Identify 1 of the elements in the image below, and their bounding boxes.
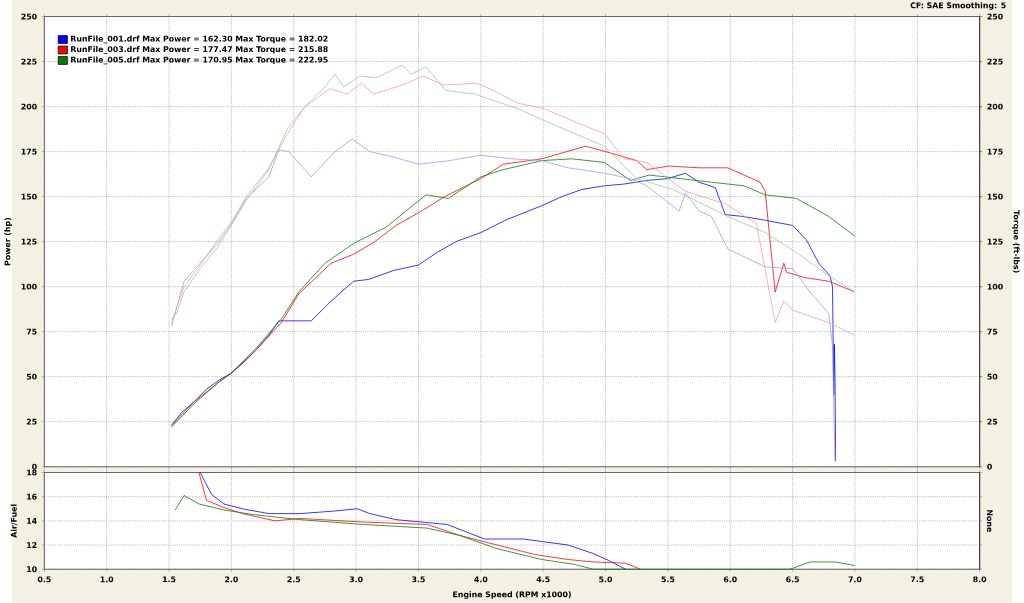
line-series	[174, 495, 856, 570]
